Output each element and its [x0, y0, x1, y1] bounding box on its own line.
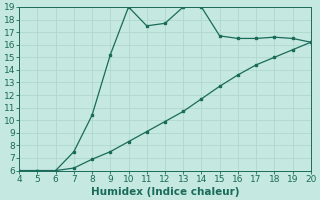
X-axis label: Humidex (Indice chaleur): Humidex (Indice chaleur)	[91, 187, 239, 197]
